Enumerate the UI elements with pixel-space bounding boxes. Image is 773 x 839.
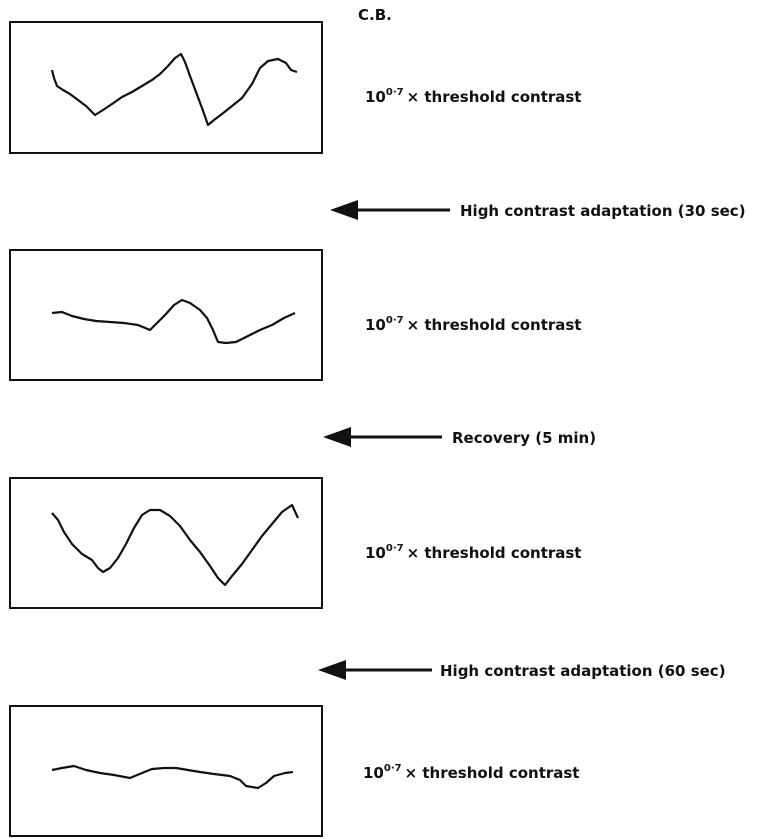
arrow-label: Recovery (5 min) [452,429,596,447]
arrow-head [318,660,346,680]
panel-box [9,21,323,154]
label-part: 0·7 [386,315,404,326]
label-part: × threshold contrast [407,88,582,106]
panel-label: 100·7 × threshold contrast [365,315,581,334]
label-part: × threshold contrast [407,316,582,334]
trace [50,52,298,127]
arrow-label: High contrast adaptation (60 sec) [440,662,726,680]
label-part: 0·7 [386,543,404,554]
panel-box [9,249,323,381]
header-label: C.B. [358,6,392,24]
trace [51,503,299,587]
panel-box [9,477,323,609]
arrow-head [330,200,358,220]
label-part: × threshold contrast [407,544,582,562]
label-part: 0·7 [384,763,402,774]
label-part: 10 [363,764,384,782]
label-part: 10 [365,544,386,562]
panel-box [9,705,323,837]
panel-label: 100·7 × threshold contrast [363,763,579,782]
label-part: 10 [365,316,386,334]
panel-label: 100·7 × threshold contrast [365,87,581,106]
label-part: × threshold contrast [405,764,580,782]
label-part: 10 [365,88,386,106]
trace [51,764,294,790]
label-part: 0·7 [386,87,404,98]
arrow-head [323,427,351,447]
trace [51,298,296,345]
arrow-label: High contrast adaptation (30 sec) [460,202,746,220]
panel-label: 100·7 × threshold contrast [365,543,581,562]
